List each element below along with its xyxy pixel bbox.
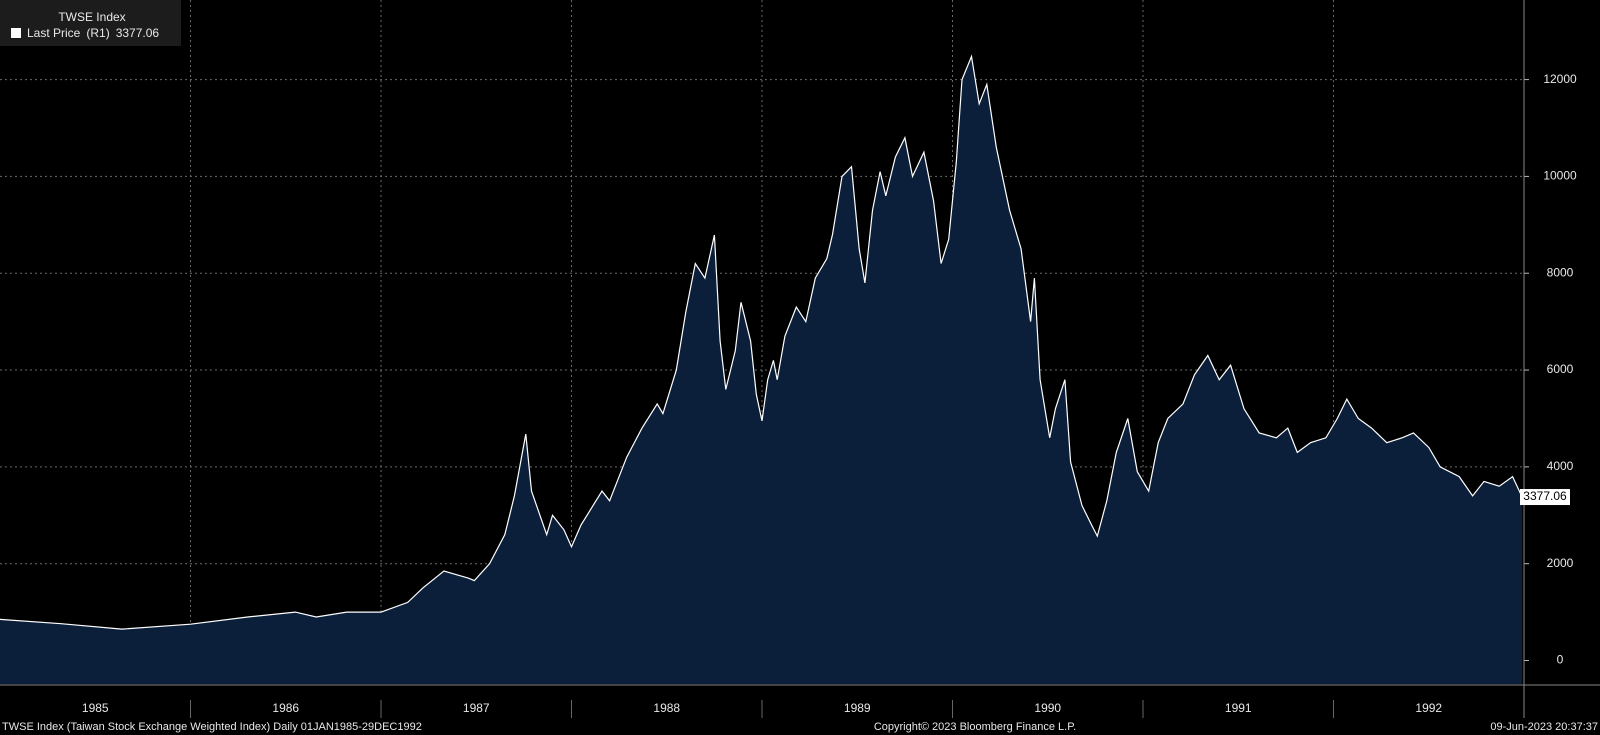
x-tick-label: 1989 xyxy=(844,701,871,715)
y-tick-label: 4000 xyxy=(1547,459,1574,473)
x-tick-label: 1990 xyxy=(1034,701,1061,715)
legend-part: (R1) xyxy=(86,26,109,40)
legend-part: Last Price xyxy=(27,26,81,40)
x-tick-label: 1985 xyxy=(82,701,109,715)
timestamp: 09-Jun-2023 20:37:37 xyxy=(1490,721,1598,733)
source-note: TWSE Index (Taiwan Stock Exchange Weight… xyxy=(2,721,422,733)
x-tick-label: 1988 xyxy=(653,701,680,715)
price-line xyxy=(0,54,1523,630)
copyright: Copyright© 2023 Bloomberg Finance L.P. xyxy=(874,721,1076,733)
legend-title: TWSE Index xyxy=(58,10,125,24)
last-value-label: 3377.06 xyxy=(1523,489,1567,503)
area-fill xyxy=(0,56,1523,684)
y-tick-label: 6000 xyxy=(1547,362,1574,376)
x-tick-label: 1992 xyxy=(1415,701,1442,715)
last-value-tag xyxy=(1520,489,1570,506)
x-tick-label: 1986 xyxy=(272,701,299,715)
y-tick-label: 2000 xyxy=(1547,556,1574,570)
legend-box xyxy=(0,0,181,46)
legend-swatch xyxy=(11,28,21,38)
y-tick-label: 10000 xyxy=(1543,169,1577,183)
x-tick-label: 1991 xyxy=(1225,701,1252,715)
y-tick-label: 12000 xyxy=(1543,72,1577,86)
legend-entry: Last Price (R1) 3377.06 xyxy=(27,26,159,40)
x-tick-label: 1987 xyxy=(463,701,490,715)
legend-part: 3377.06 xyxy=(116,26,160,40)
y-tick-label: 8000 xyxy=(1547,265,1574,279)
y-tick-label: 0 xyxy=(1557,653,1564,667)
